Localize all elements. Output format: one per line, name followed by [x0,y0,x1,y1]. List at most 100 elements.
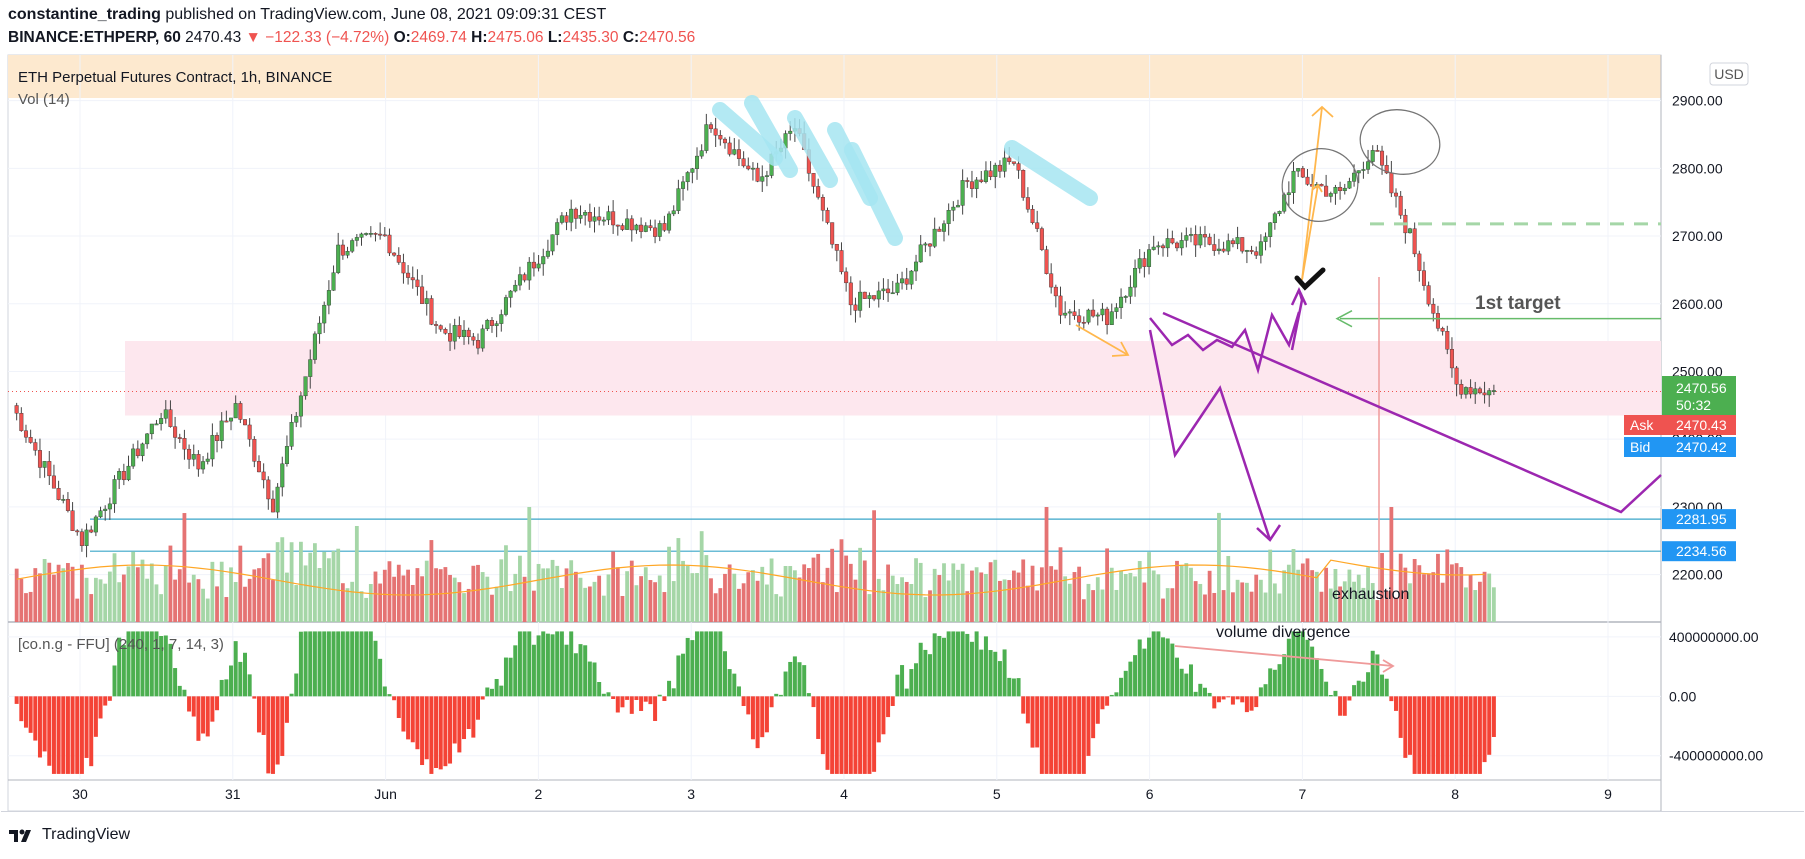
volume-bar [1319,591,1324,622]
volume-bar [723,573,727,622]
volume-bar [1198,583,1203,622]
candle-body [1184,235,1189,241]
indicator-bar [1324,681,1329,697]
indicator-bar [75,696,80,774]
candle-body [909,270,914,285]
candle-body [951,206,956,211]
volume-bar [154,584,159,622]
volume-bar [1426,573,1431,622]
indicator-bar [1216,696,1221,703]
candle-body [671,210,676,215]
candle-body [61,499,66,501]
target-arrow [1335,309,1353,328]
indicator-bar [690,640,695,697]
volume-bar [471,565,476,622]
volume-bar [1291,548,1296,622]
indicator-bar [382,686,387,697]
volume-bar [569,560,574,622]
candle-body [1268,222,1273,237]
indicator-bar [1338,696,1343,716]
candle-body [816,186,821,198]
indicator-bar [951,631,956,697]
candle-body [1053,286,1058,297]
volume-label: Vol (14) [18,91,70,108]
indicator-bar [387,694,392,697]
indicator-bar [942,637,946,697]
candle-body [1412,228,1417,255]
volume-bar [112,553,117,622]
indicator-bar [643,696,648,702]
indicator-bar [373,640,378,697]
indicator-bar [965,633,970,697]
indicator-bar [266,696,271,774]
indicator-bar [448,696,453,764]
volume-bar [769,558,774,622]
volume-bar [928,590,932,622]
candle-body [755,167,760,182]
candle-body [1179,240,1184,249]
volume-bar [1487,573,1492,622]
candle-body [238,403,243,420]
candle-body [1407,228,1412,234]
volume-bar [1258,579,1263,622]
pattern-ellipse-left [1281,148,1359,222]
volume-bar [201,588,205,622]
candle-body [163,409,168,419]
indicator-bar [1039,696,1044,774]
volume-bar [299,541,303,622]
candle-body [979,179,984,182]
volume-bar [1398,553,1403,622]
indicator-bar [1300,631,1305,697]
indicator-bar [396,696,401,719]
candle-body [722,138,727,144]
volume-bar [289,542,294,622]
indicator-bar [895,674,900,697]
volume-bar [783,566,788,622]
volume-bar [532,590,536,622]
candle-body [1338,187,1343,192]
volume-bar [979,572,984,622]
candle-body [764,175,769,177]
indicator-bar [816,696,821,739]
candle-body [886,288,891,294]
indicator-bar [1454,696,1459,774]
candle-body [1212,244,1217,251]
candle-body [457,325,462,337]
candle-body [1398,195,1403,216]
close-label: C: [622,29,640,46]
indicator-bar [862,696,867,774]
volume-bar [965,591,970,622]
indicator-bar [187,696,192,712]
candle-body [1263,236,1268,242]
indicator-bar [1268,668,1273,697]
bid-label: Bid [1630,439,1650,455]
candle-body [112,479,117,505]
volume-bar [89,594,94,622]
candle-body [84,529,89,546]
volume-bar [131,551,136,622]
footer[interactable]: TradingView [8,826,130,844]
volume-bar [611,551,616,622]
candle-body [65,499,70,511]
currency-box[interactable] [1709,62,1749,86]
volume-bar [741,583,746,622]
author-name[interactable]: constantine_trading [8,6,161,23]
indicator-bar [634,696,639,700]
indicator-bar [1016,678,1021,697]
indicator-bar [1356,680,1361,697]
volume-bar [536,563,541,622]
volume-bar [657,575,662,622]
volume-bar [1277,593,1282,622]
indicator-bar [359,631,364,697]
candle-body [564,215,569,223]
indicator-bar [1347,696,1352,701]
candle-body [191,454,196,460]
indicator-bar [485,687,490,697]
indicator-bar [350,631,355,697]
volume-bar [1454,563,1459,622]
candle-body [914,261,919,272]
indicator-bar [70,696,75,774]
indicator-bar [1389,696,1394,702]
candle-body [1133,268,1138,288]
